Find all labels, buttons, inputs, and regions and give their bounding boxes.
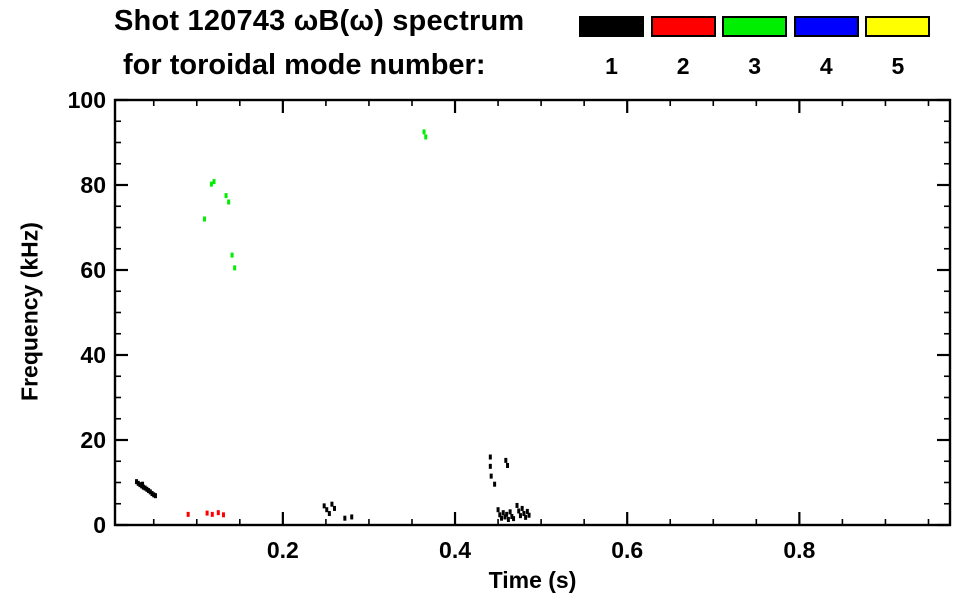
legend-mode-number-5: 5 bbox=[891, 53, 905, 79]
svg-text:20: 20 bbox=[80, 427, 106, 453]
svg-text:0.8: 0.8 bbox=[783, 537, 815, 563]
plot-title: Shot 120743 ωB(ω) spectrum bbox=[114, 5, 525, 37]
series-mode-3 bbox=[203, 129, 428, 271]
series-mode-1 bbox=[135, 454, 531, 522]
legend-mode-number-2: 2 bbox=[676, 53, 690, 79]
legend-mode-number-4: 4 bbox=[819, 53, 833, 79]
tick-labels: 0.2 0.4 0.6 0.8 0 20 40 60 80 100 bbox=[68, 87, 816, 563]
plot-frame bbox=[113, 98, 952, 527]
svg-text:0.4: 0.4 bbox=[439, 537, 471, 563]
axis-ticks bbox=[115, 98, 950, 527]
legend-swatch-mode-5 bbox=[865, 16, 931, 37]
svg-text:60: 60 bbox=[80, 257, 106, 283]
series-mode-2 bbox=[186, 510, 225, 518]
y-axis-label: Frequency (kHz) bbox=[16, 222, 43, 401]
legend-swatch-mode-2 bbox=[650, 16, 716, 37]
svg-text:100: 100 bbox=[68, 87, 106, 113]
svg-text:80: 80 bbox=[80, 172, 106, 198]
legend-mode-number-1: 1 bbox=[605, 53, 618, 79]
svg-text:0.2: 0.2 bbox=[267, 537, 299, 563]
legend-swatch-mode-4 bbox=[793, 16, 859, 37]
svg-text:0.6: 0.6 bbox=[611, 537, 643, 563]
legend-swatch-mode-1 bbox=[579, 16, 644, 37]
plot-subtitle: for toroidal mode number: bbox=[123, 49, 486, 81]
legend-mode-number-3: 3 bbox=[748, 53, 762, 79]
legend-swatch-mode-3 bbox=[722, 16, 788, 37]
x-axis-label: Time (s) bbox=[488, 567, 577, 593]
svg-text:0: 0 bbox=[93, 512, 106, 538]
svg-text:40: 40 bbox=[80, 342, 106, 368]
